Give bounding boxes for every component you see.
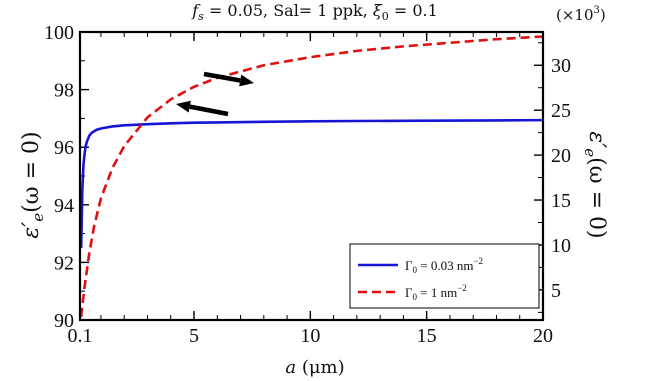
annotation-arrows — [176, 71, 254, 117]
axis-tick-labels: 0.1 5 10 15 20 90 92 94 96 98 100 5 10 15 20 25 30 — [44, 22, 571, 347]
x-tick-label: 20 — [533, 325, 553, 347]
chart-title: fs = 0.05, Sal= 1 ppk, ξ0 = 0.1 — [191, 1, 438, 23]
arrow-right-icon — [203, 71, 254, 87]
right-axis-multiplier: (×103) — [556, 5, 606, 24]
y-left-tick-label: 92 — [54, 252, 74, 274]
series-line-blue-solid — [79, 118, 544, 249]
arrow-left-icon — [176, 100, 229, 117]
y-left-tick-label: 90 — [54, 310, 74, 332]
y-left-tick-label: 100 — [44, 22, 74, 44]
y-axis-label-left: ε′e(ω = 0) — [19, 131, 47, 238]
y-axis-label-right: ε′e(ω = 0) — [581, 131, 609, 238]
x-axis-label: a (μm) — [285, 357, 344, 378]
y-right-tick-label: 25 — [551, 100, 571, 122]
legend: Γ0 = 0.03 nm−2 Γ0 = 1 nm−2 — [349, 243, 540, 309]
legend-label-red: Γ0 = 1 nm−2 — [405, 283, 467, 302]
x-tick-label: 0.1 — [68, 325, 93, 347]
x-tick-label: 10 — [300, 325, 320, 347]
series-line-red-dashed — [79, 35, 544, 317]
y-right-tick-label: 10 — [551, 235, 571, 257]
y-left-tick-label: 98 — [54, 80, 74, 102]
x-tick-label: 5 — [189, 325, 199, 347]
legend-box — [349, 243, 540, 309]
y-right-tick-label: 20 — [551, 145, 571, 167]
y-left-tick-label: 96 — [54, 137, 74, 159]
legend-label-blue: Γ0 = 0.03 nm−2 — [405, 256, 483, 275]
plot-frame — [78, 30, 545, 322]
y-right-tick-label: 5 — [551, 280, 561, 302]
y-right-tick-label: 15 — [551, 190, 571, 212]
x-tick-label: 15 — [417, 325, 437, 347]
series-layer — [79, 35, 544, 317]
y-left-tick-label: 94 — [54, 195, 74, 217]
y-right-tick-label: 30 — [551, 55, 571, 77]
